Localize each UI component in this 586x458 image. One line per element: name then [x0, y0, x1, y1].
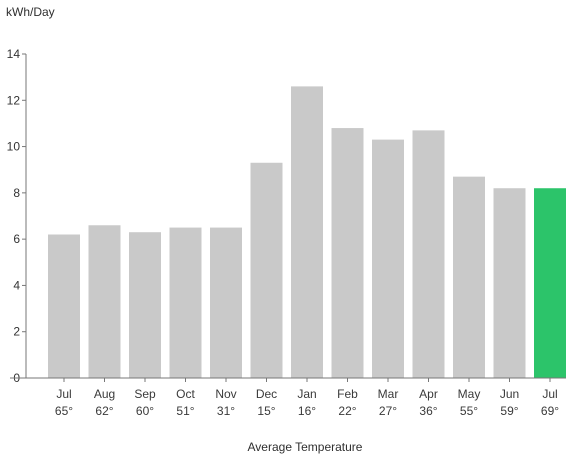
y-tick-label: 8	[13, 186, 20, 200]
x-tick-label-month: Mar	[378, 387, 399, 401]
x-tick-label-month: Sep	[134, 387, 156, 401]
y-axis-unit-label: kWh/Day	[6, 5, 55, 19]
x-tick-label-month: Dec	[256, 387, 277, 401]
bar-aug	[88, 225, 121, 378]
x-tick-label-temperature: 51°	[176, 404, 194, 418]
x-tick-label-month: Feb	[337, 387, 358, 401]
x-tick-label-month: Jan	[297, 387, 316, 401]
bar-feb	[331, 128, 364, 378]
x-tick-label-temperature: 59°	[500, 404, 518, 418]
x-tick-label-month: Oct	[176, 387, 195, 401]
x-tick-label-temperature: 60°	[136, 404, 154, 418]
bar-apr	[412, 130, 445, 378]
bar-may	[453, 176, 485, 378]
y-tick-label: 4	[13, 278, 20, 292]
x-tick-label-month: Aug	[94, 387, 115, 401]
x-axis-title: Average Temperature	[248, 440, 363, 454]
x-tick-label-temperature: 15°	[257, 404, 275, 418]
y-tick-label: 10	[7, 140, 21, 154]
bar-sep	[129, 232, 161, 378]
bar-jul	[48, 234, 80, 378]
bar-nov	[210, 227, 242, 378]
x-tick-label-temperature: 36°	[419, 404, 437, 418]
x-tick-label-month: May	[458, 387, 481, 401]
x-tick-label-temperature: 22°	[338, 404, 356, 418]
x-tick-label-month: Apr	[419, 387, 438, 401]
x-tick-label-month: Jul	[56, 387, 71, 401]
x-tick-label-month: Jun	[500, 387, 519, 401]
y-tick-label: 6	[13, 232, 20, 246]
bar-jun	[493, 188, 526, 378]
x-tick-label-month: Nov	[215, 387, 236, 401]
y-tick-label: 12	[7, 93, 21, 107]
bar-oct	[169, 227, 202, 378]
bars	[48, 86, 566, 379]
x-tick-label-temperature: 62°	[95, 404, 113, 418]
bar-dec	[250, 162, 283, 378]
x-tick-label-temperature: 69°	[541, 404, 559, 418]
x-tick-label-temperature: 16°	[298, 404, 316, 418]
y-tick-label: 2	[13, 325, 20, 339]
x-tick-label-temperature: 27°	[379, 404, 397, 418]
x-tick-label-temperature: 65°	[55, 404, 73, 418]
x-tick-label-month: Jul	[542, 387, 557, 401]
x-tick-label-temperature: 55°	[460, 404, 478, 418]
bar-jan	[291, 86, 323, 379]
x-axis: Jul 65° Aug 62° Sep 60° Oct 51° Nov 31° Dec 15° Jan 1…	[10, 377, 566, 418]
bar-jul-highlighted	[534, 188, 566, 378]
x-tick-label-temperature: 31°	[217, 404, 235, 418]
y-tick-label: 14	[7, 47, 21, 61]
bar-mar	[372, 139, 404, 378]
